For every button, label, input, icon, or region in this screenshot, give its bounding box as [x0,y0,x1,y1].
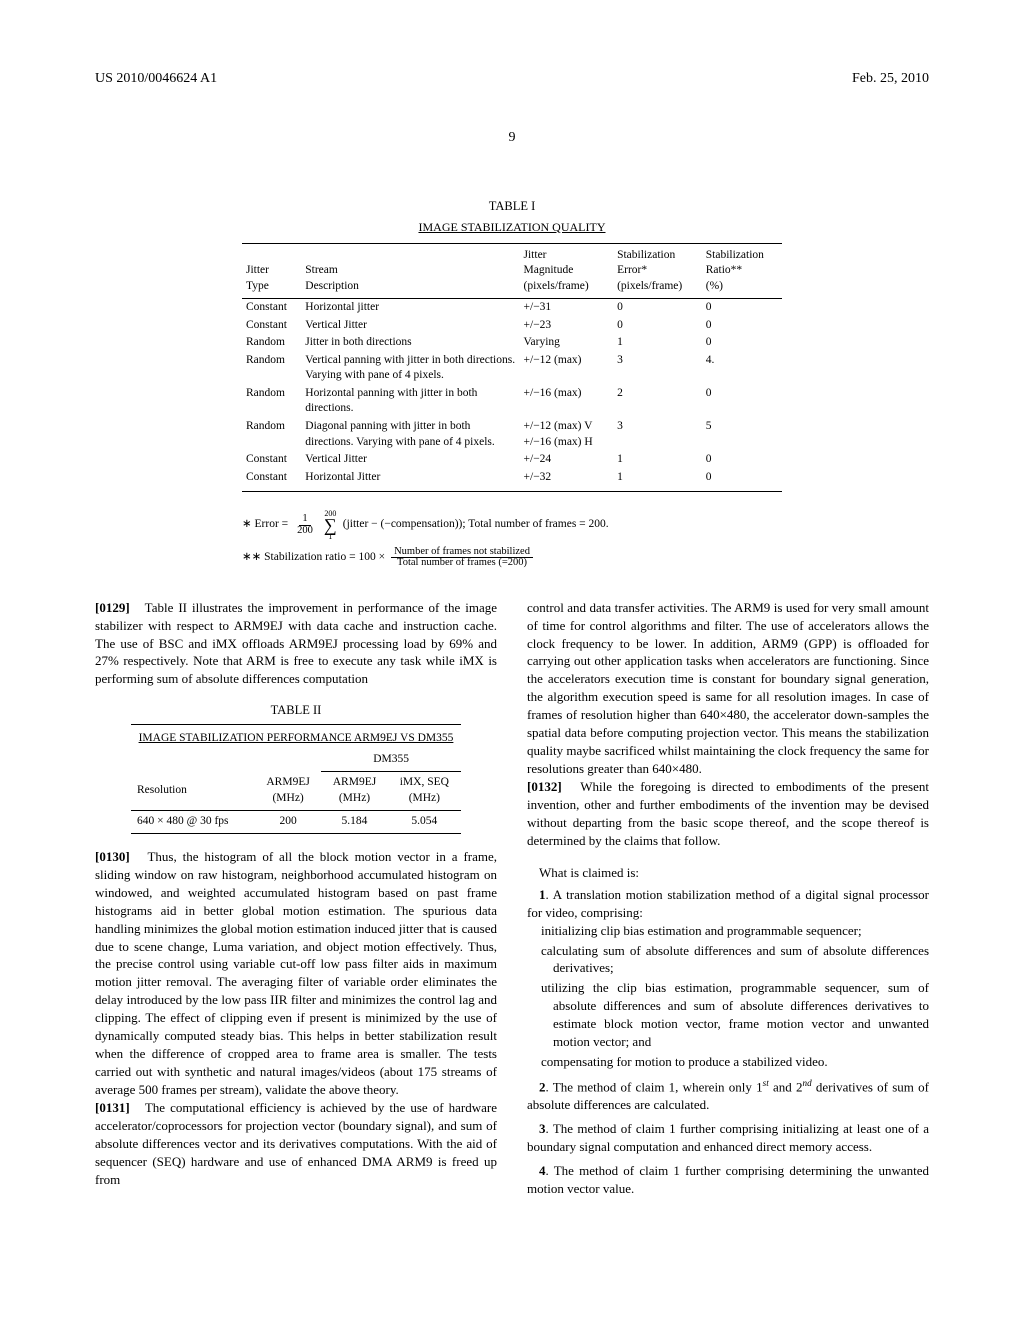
publication-date: Feb. 25, 2010 [852,70,929,89]
table-row: RandomVertical panning with jitter in bo… [242,352,782,385]
table-row: RandomJitter in both directionsVarying10 [242,334,782,352]
para-0129: [0129] Table II illustrates the improvem… [95,599,497,689]
table1-caption: TABLE I [242,198,782,215]
t1-h1: Stream Description [301,243,519,299]
table-row: ConstantHorizontal jitter+/−3100 [242,299,782,317]
t1-h0: Jitter Type [242,243,301,299]
claim-4: 4. The method of claim 1 further compris… [527,1162,929,1198]
claim-2: 2. The method of claim 1, wherein only 1… [527,1077,929,1114]
page-number: 9 [95,129,929,148]
table-1: TABLE I IMAGE STABILIZATION QUALITY Jitt… [242,198,782,492]
claim-step: utilizing the clip bias estimation, prog… [541,979,929,1051]
para-0131: [0131] The computational efficiency is a… [95,1099,497,1189]
table-row: RandomHorizontal panning with jitter in … [242,385,782,418]
table-2: TABLE II IMAGE STABILIZATION PERFORMANCE… [131,702,461,834]
claim-1: 1. A translation motion stabilization me… [527,886,929,1071]
claim-step: initializing clip bias estimation and pr… [541,922,929,940]
two-column-body: [0129] Table II illustrates the improvem… [95,599,929,1204]
claim-3: 3. The method of claim 1 further compris… [527,1120,929,1156]
left-column: [0129] Table II illustrates the improvem… [95,599,497,1204]
t1-h3: Stabilization Error* (pixels/frame) [613,243,702,299]
table-row: ConstantVertical Jitter+/−2300 [242,317,782,335]
table2-body: IMAGE STABILIZATION PERFORMANCE ARM9EJ V… [131,724,461,834]
publication-number: US 2010/0046624 A1 [95,70,217,89]
claims-intro: What is claimed is: [527,864,929,882]
para-0132: [0132] While the foregoing is directed t… [527,778,929,850]
page-header: US 2010/0046624 A1 Feb. 25, 2010 [95,70,929,89]
t2-h2: ARM9EJ (MHz) [321,772,387,811]
t2-h1: ARM9EJ (MHz) [255,772,321,811]
table1-body: Jitter Type Stream Description Jitter Ma… [242,243,782,492]
col2-continuation: control and data transfer activities. Th… [527,599,929,778]
table-row: 640 × 480 @ 30 fps 200 5.184 5.054 [131,811,461,834]
table-row: RandomDiagonal panning with jitter in bo… [242,418,782,451]
table2-caption: TABLE II [131,702,461,719]
formula-block: ∗ Error = 1 200 200 ∑ 1 (jitter − (−comp… [242,510,782,569]
para-0130: [0130] Thus, the histogram of all the bl… [95,848,497,1099]
t1-h2: Jitter Magnitude (pixels/frame) [520,243,614,299]
t2-h3: iMX, SEQ (MHz) [388,772,461,811]
table2-group-header: DM355 [321,749,461,771]
claim-step: compensating for motion to produce a sta… [541,1053,929,1071]
table-row: ConstantHorizontal Jitter+/−3210 [242,469,782,492]
right-column: control and data transfer activities. Th… [527,599,929,1204]
table1-subtitle: IMAGE STABILIZATION QUALITY [242,219,782,235]
error-formula: ∗ Error = 1 200 200 ∑ 1 (jitter − (−comp… [242,510,782,541]
claim-step: calculating sum of absolute differences … [541,942,929,978]
table2-subtitle: IMAGE STABILIZATION PERFORMANCE ARM9EJ V… [131,724,461,749]
t1-h4: Stabilization Ratio** (%) [702,243,782,299]
t2-h0: Resolution [131,772,255,811]
stabilization-ratio-formula: ∗∗ Stabilization ratio = 100 × Number of… [242,547,782,569]
table-row: ConstantVertical Jitter+/−2410 [242,451,782,469]
sigma-icon: 200 ∑ 1 [324,510,337,541]
